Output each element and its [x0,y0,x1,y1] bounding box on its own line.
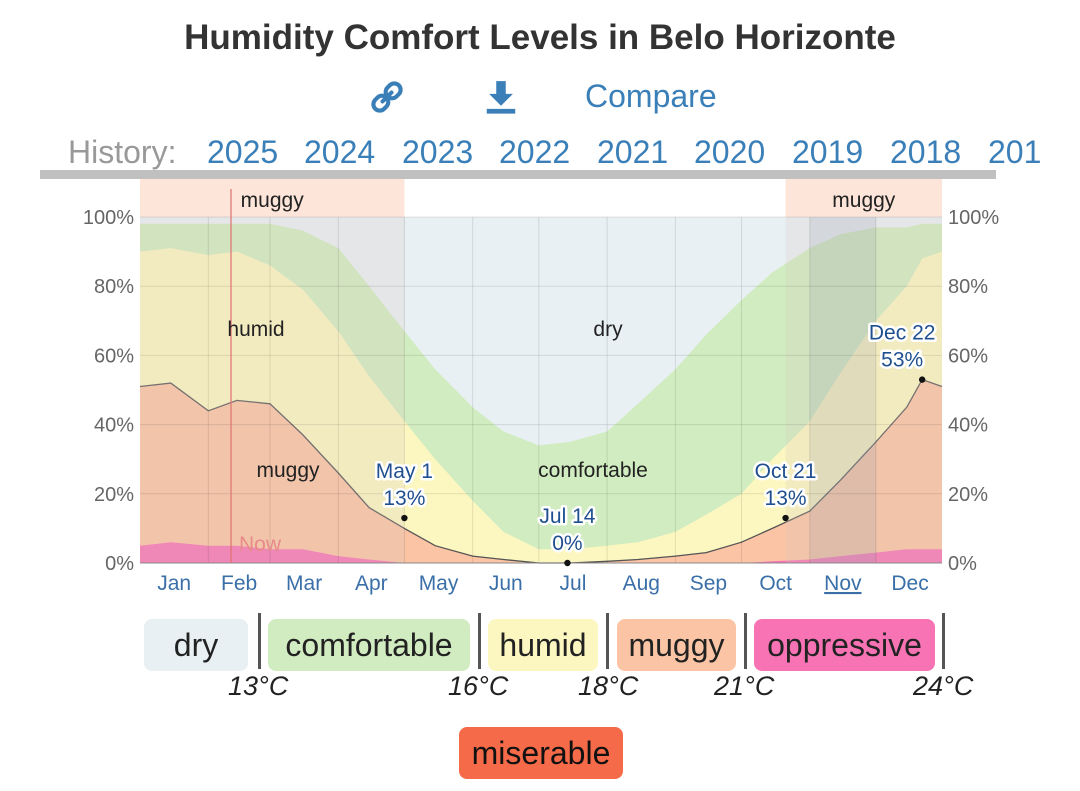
annotation-dot [918,376,926,383]
region-label-humid: humid [227,318,284,341]
y-tick-label-left: 80% [94,276,134,298]
page-title: Humidity Comfort Levels in Belo Horizont… [184,18,896,57]
history-year-2018[interactable]: 2018 [890,134,962,170]
annotation-date: Dec 22 [869,322,936,345]
legend-divider [606,613,609,669]
history-year-2021[interactable]: 2021 [597,134,669,170]
month-label: Jan [157,572,191,595]
legend-humid: humid [488,619,598,671]
legend-comfortable: comfortable [268,619,470,671]
history-year-201x[interactable]: 201 [988,134,1042,170]
legend-miserable: miserable [459,727,623,779]
month-label: Mar [286,572,322,595]
muggy-band [140,179,405,217]
highlighted-month-shade [809,217,876,563]
legend-divider [942,613,945,669]
annotation-dot [401,514,408,522]
month-label: Nov [824,572,862,595]
annotation-value: 0% [552,532,582,555]
legend-oppressive: oppressive [754,619,935,671]
month-label: Sep [690,572,727,595]
region-label-comfortable: comfortable [538,459,648,482]
month-label: Feb [221,572,257,595]
muggy-band-label: muggy [241,189,305,212]
history-scrollbar[interactable] [40,170,996,179]
muggy-area [140,379,942,563]
region-label-muggy: muggy [256,459,320,482]
toolbar: Compare [0,74,1080,122]
history-label: History: [68,134,177,170]
y-tick-label-right: 80% [948,276,988,298]
legend-threshold: 13°C [228,671,289,701]
legend: dry comfortable humid muggy oppressive 1… [0,605,1080,791]
annotation-date: Oct 21 [755,460,817,483]
y-tick-label-left: 40% [94,415,134,437]
legend-threshold: 24°C [913,671,974,701]
month-label: Jun [489,572,523,595]
annotation-date: May 1 [376,460,433,483]
y-tick-label-right: 0% [948,553,977,575]
legend-muggy: muggy [617,619,736,671]
month-label: Dec [891,572,928,595]
annotation-value: 13% [765,487,807,510]
history-year-2019[interactable]: 2019 [792,134,864,170]
legend-divider [478,613,481,669]
month-label: Apr [355,572,388,595]
history-year-2020[interactable]: 2020 [694,134,766,170]
month-label: May [419,572,459,595]
history-year-2025[interactable]: 2025 [207,134,279,170]
muggy-season-shade [785,217,942,563]
history-bar: History: 2025 2024 2023 2022 2021 2020 2… [0,132,1080,176]
annotation-value: 53% [881,349,923,372]
y-tick-label-left: 60% [94,345,134,367]
compare-link[interactable]: Compare [585,78,717,114]
legend-divider [744,613,747,669]
oppressive-area [140,542,942,563]
y-tick-label-left: 20% [94,484,134,506]
annotation-date: Jul 14 [539,505,595,528]
now-label: Now [239,533,282,556]
month-label: Oct [759,572,792,595]
month-label: Aug [623,572,660,595]
history-year-2022[interactable]: 2022 [499,134,571,170]
humidity-chart: Jan Feb Mar Apr May Jun Jul Aug Sep Oct Nov Dec 0% 0%… [83,179,999,595]
download-icon[interactable] [482,78,520,116]
annotation-value: 13% [383,487,425,510]
annotation-dot [564,559,571,567]
history-year-2024[interactable]: 2024 [304,134,376,170]
legend-threshold: 16°C [448,671,509,701]
month-label: Jul [560,572,587,595]
annotation-dot [782,514,789,522]
y-tick-label-right: 100% [948,207,999,229]
legend-threshold: 18°C [578,671,639,701]
y-tick-label-right: 40% [948,415,988,437]
legend-threshold: 21°C [714,671,775,701]
legend-divider [258,613,261,669]
region-label-dry: dry [593,318,623,341]
history-year-2023[interactable]: 2023 [402,134,474,170]
y-tick-label-left: 100% [83,207,134,229]
y-tick-label-right: 20% [948,484,988,506]
y-tick-label-left: 0% [105,553,134,575]
muggy-band [785,179,942,217]
muggy-season-shade [140,217,405,563]
y-tick-label-right: 60% [948,345,988,367]
link-icon[interactable] [368,78,406,116]
muggy-band-label: muggy [832,189,896,212]
legend-dry: dry [144,619,248,671]
